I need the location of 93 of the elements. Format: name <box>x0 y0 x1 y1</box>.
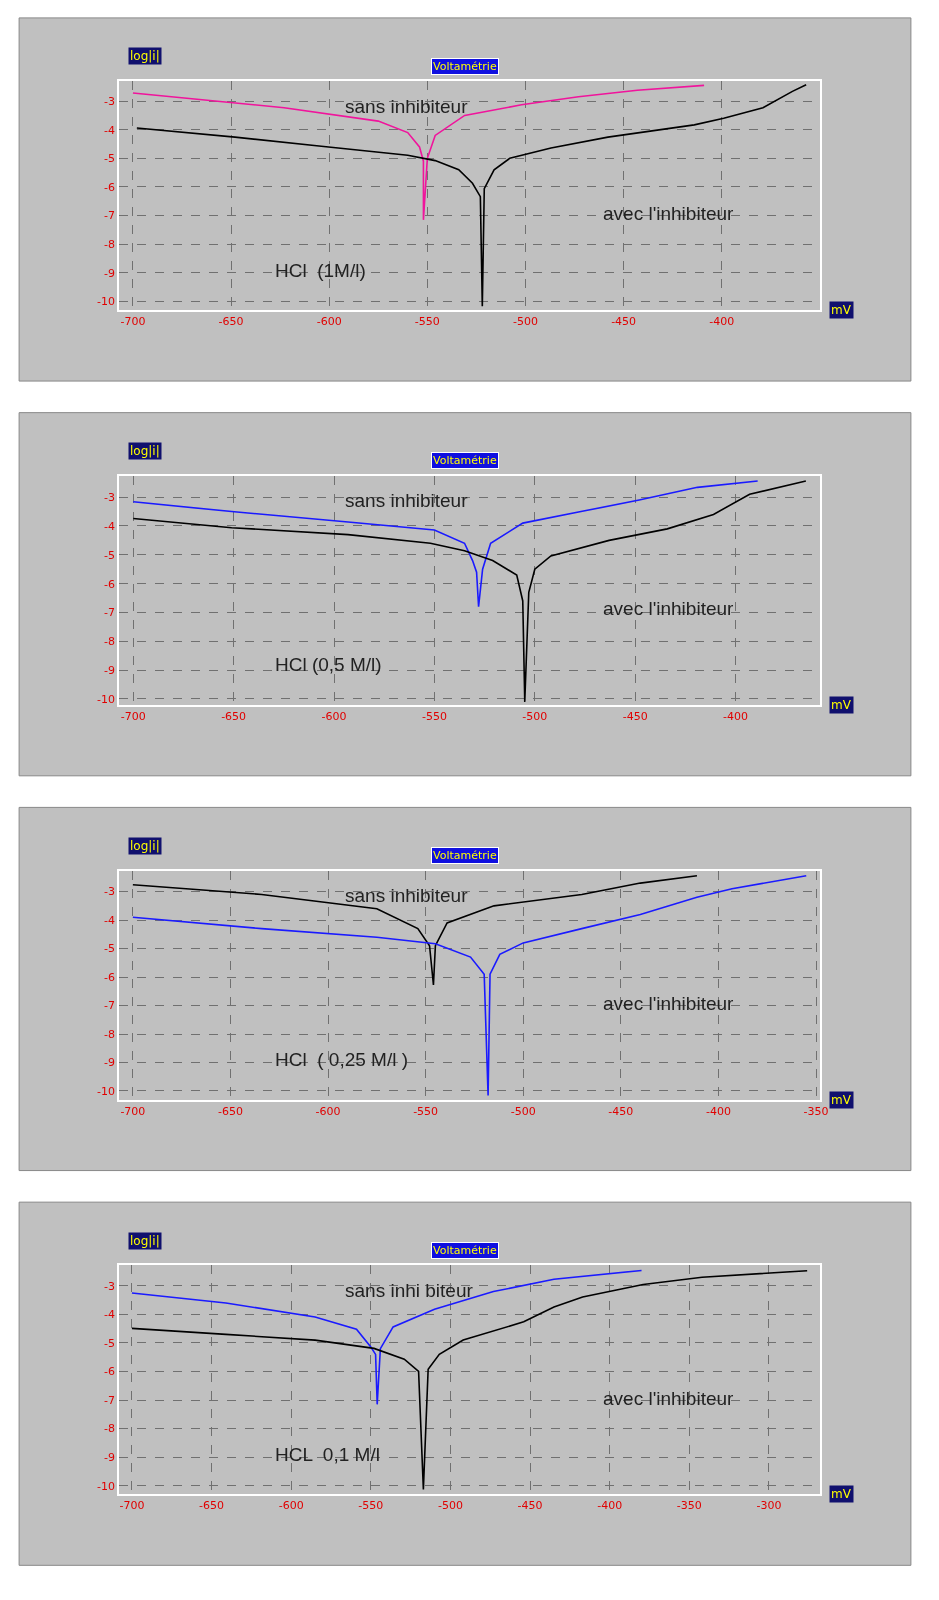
y-axis-title: log|i| <box>130 49 160 63</box>
y-tick-label: -9 <box>104 664 115 678</box>
y-tick-label: -4 <box>104 519 115 533</box>
x-tick-label: -550 <box>413 1104 439 1118</box>
x-axis-title: mV <box>831 698 852 712</box>
annotation: avec l'inhibiteur <box>603 598 735 619</box>
line-series <box>136 83 807 308</box>
y-tick-label: -10 <box>97 692 115 706</box>
y-tick-label: -9 <box>104 1056 115 1070</box>
y-tick-label: -10 <box>97 1084 115 1098</box>
annotation: HCl (0,5 M/l) <box>275 654 382 675</box>
annotation: sans inhi biteur <box>345 1280 474 1301</box>
x-tick-label: -450 <box>608 1104 634 1118</box>
y-tick-label: -5 <box>104 152 115 166</box>
line-series <box>132 480 807 703</box>
y-tick-label: -8 <box>104 238 115 252</box>
x-tick-label: -700 <box>119 1499 145 1513</box>
x-tick-label: -350 <box>803 1104 829 1118</box>
chart-title: Voltamétrie <box>433 1244 497 1257</box>
annotation: avec l'inhibiteur <box>603 993 735 1014</box>
y-tick-label: -4 <box>104 123 115 137</box>
line-series <box>132 874 808 1097</box>
y-tick-label: -5 <box>104 942 115 956</box>
y-tick-label: -9 <box>104 266 115 280</box>
y-axis-title: log|i| <box>130 839 160 853</box>
annotation: HCL 0,1 M/l <box>275 1444 380 1465</box>
y-tick-label: -4 <box>104 913 115 927</box>
y-tick-label: -3 <box>104 490 115 504</box>
annotation: HCl ( 0,25 M/l ) <box>275 1049 409 1070</box>
annotation: sans inhibiteur <box>345 885 469 906</box>
chart-title: Voltamétrie <box>433 849 497 862</box>
x-tick-label: -700 <box>120 1104 146 1118</box>
annotation: avec l'inhibiteur <box>603 1388 735 1409</box>
y-axis-title: log|i| <box>130 444 160 458</box>
y-tick-label: -7 <box>104 209 115 223</box>
x-tick-label: -400 <box>597 1499 623 1513</box>
y-tick-label: -10 <box>97 295 115 309</box>
y-tick-label: -5 <box>104 1336 115 1350</box>
x-tick-label: -600 <box>321 709 347 723</box>
x-tick-label: -650 <box>199 1499 225 1513</box>
y-tick-label: -6 <box>104 577 115 591</box>
x-tick-label: -400 <box>705 1104 731 1118</box>
y-axis-title: log|i| <box>130 1234 160 1248</box>
y-tick-label: -9 <box>104 1450 115 1464</box>
annotation: HCl (1M/l) <box>275 260 366 281</box>
x-tick-label: -450 <box>517 1499 543 1513</box>
x-tick-label: -550 <box>414 315 440 329</box>
line-series <box>132 874 698 986</box>
y-tick-label: -8 <box>104 1422 115 1436</box>
annotation: avec l'inhibiteur <box>603 203 735 224</box>
x-tick-label: -500 <box>510 1104 536 1118</box>
y-tick-label: -7 <box>104 606 115 620</box>
x-tick-label: -700 <box>120 709 146 723</box>
x-tick-label: -400 <box>723 709 749 723</box>
x-axis-title: mV <box>831 1093 852 1107</box>
x-tick-label: -500 <box>522 709 548 723</box>
y-tick-label: -6 <box>104 970 115 984</box>
y-tick-label: -3 <box>104 1279 115 1293</box>
y-tick-label: -4 <box>104 1308 115 1322</box>
annotation: sans inhibiteur <box>345 96 469 117</box>
x-tick-label: -650 <box>221 709 247 723</box>
y-tick-label: -6 <box>104 1365 115 1379</box>
line-series <box>131 1269 643 1406</box>
y-tick-label: -3 <box>104 885 115 899</box>
y-tick-label: -7 <box>104 1393 115 1407</box>
x-tick-label: -600 <box>316 315 342 329</box>
y-tick-label: -5 <box>104 548 115 562</box>
x-tick-label: -350 <box>676 1499 702 1513</box>
line-series <box>131 1269 808 1491</box>
x-tick-label: -550 <box>358 1499 384 1513</box>
x-tick-label: -400 <box>709 315 735 329</box>
x-tick-label: -650 <box>218 315 244 329</box>
x-tick-label: -450 <box>622 709 648 723</box>
y-tick-label: -7 <box>104 999 115 1013</box>
x-tick-label: -450 <box>611 315 637 329</box>
x-tick-label: -600 <box>315 1104 341 1118</box>
x-tick-label: -500 <box>513 315 538 329</box>
chart-title: Voltamétrie <box>433 60 497 73</box>
x-tick-label: -600 <box>278 1499 304 1513</box>
x-tick-label: -300 <box>756 1499 782 1513</box>
x-tick-label: -550 <box>421 709 447 723</box>
x-axis-title: mV <box>831 1487 852 1501</box>
annotation: sans inhibiteur <box>345 490 469 511</box>
y-tick-label: -10 <box>97 1479 115 1493</box>
x-tick-label: -650 <box>217 1104 243 1118</box>
y-tick-label: -3 <box>104 94 115 108</box>
x-tick-label: -700 <box>120 315 146 329</box>
y-tick-label: -8 <box>104 1027 115 1041</box>
x-tick-label: -500 <box>437 1499 463 1513</box>
x-axis-title: mV <box>831 303 852 317</box>
y-tick-label: -6 <box>104 180 115 194</box>
chart-title: Voltamétrie <box>433 454 497 467</box>
y-tick-label: -8 <box>104 635 115 649</box>
